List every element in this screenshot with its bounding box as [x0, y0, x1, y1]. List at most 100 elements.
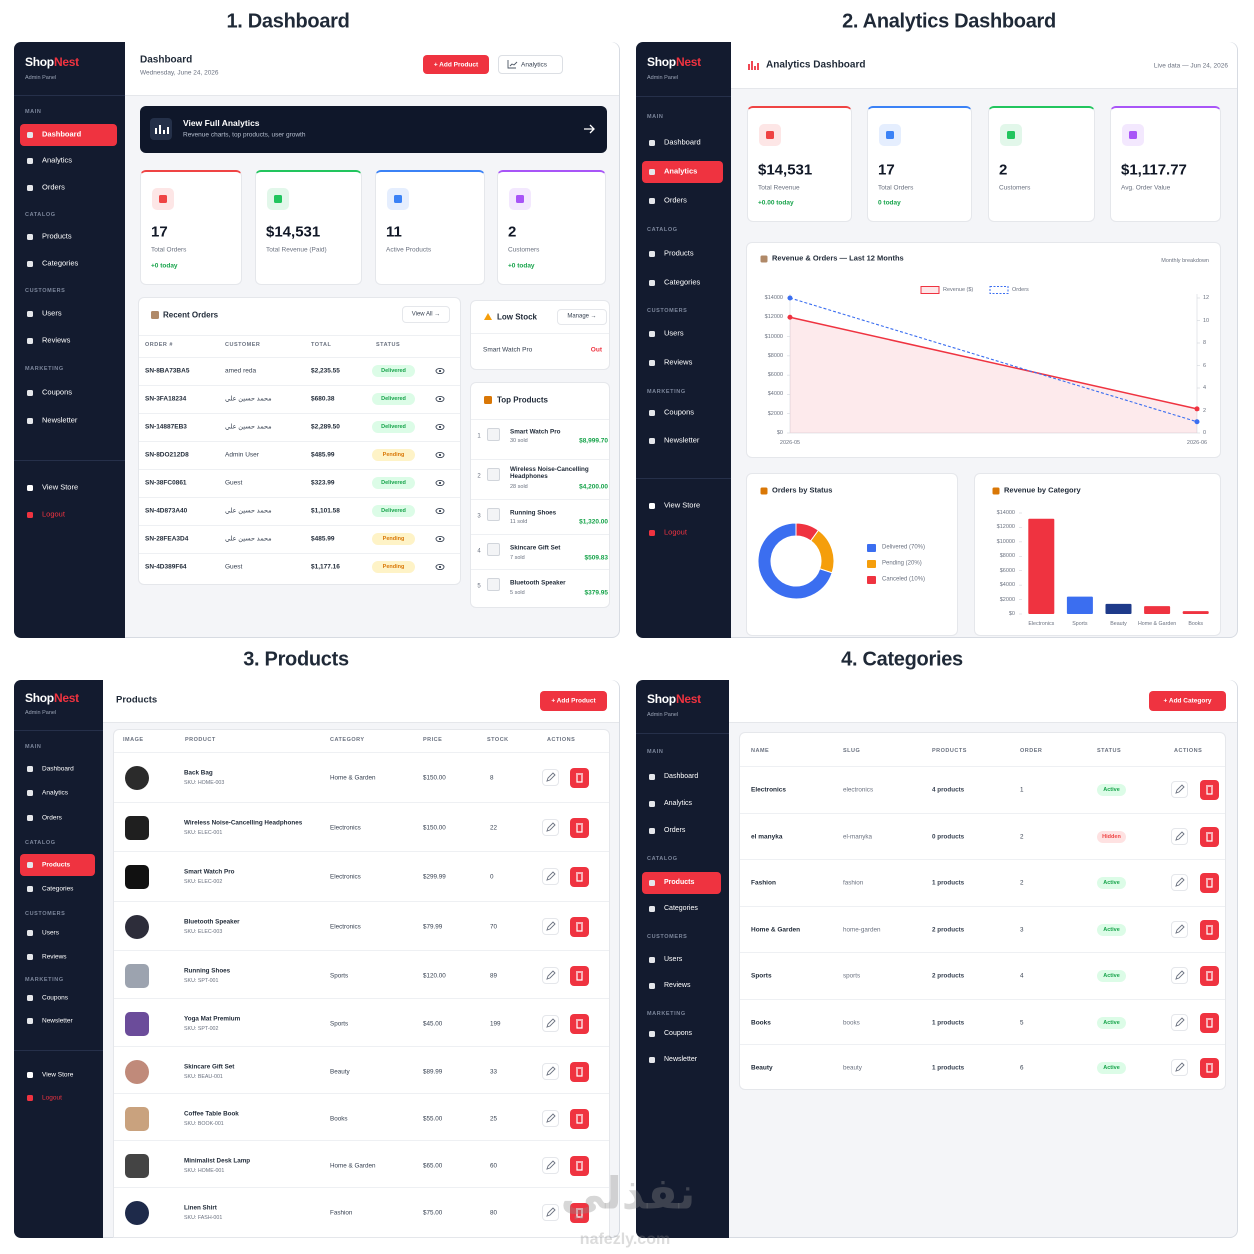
edit-button[interactable] [542, 868, 559, 885]
add-product-button[interactable] [423, 55, 489, 74]
brand-subtitle: Admin Panel [647, 711, 679, 718]
edit-button[interactable] [1171, 1014, 1188, 1031]
edit-button[interactable] [1171, 781, 1188, 798]
edit-button[interactable] [542, 819, 559, 836]
nav-item[interactable]: Products [42, 861, 71, 869]
delete-button[interactable] [1200, 780, 1219, 800]
nav-item[interactable]: Categories [42, 258, 79, 268]
nav-item[interactable]: Coupons [664, 407, 695, 417]
nav-item[interactable]: Dashboard [42, 129, 82, 139]
view-all-button[interactable] [402, 306, 450, 323]
edit-button[interactable] [542, 1157, 559, 1174]
delete-button[interactable] [570, 867, 589, 887]
nav-item[interactable]: Newsletter [42, 415, 78, 425]
delete-button[interactable] [570, 1014, 589, 1034]
sidebar-divider [14, 460, 125, 461]
nav-item[interactable]: Coupons [664, 1029, 693, 1037]
nav-item[interactable]: Analytics [42, 155, 73, 165]
nav-item[interactable]: Categories [42, 885, 74, 893]
analytics-banner[interactable] [140, 106, 607, 153]
edit-button[interactable] [1171, 828, 1188, 845]
analytics-button[interactable] [498, 55, 563, 74]
nav-item[interactable]: Users [42, 308, 62, 318]
nav-item[interactable]: Orders [664, 826, 686, 834]
stat-card [747, 106, 852, 222]
nav-item[interactable]: Coupons [42, 994, 69, 1002]
nav-item[interactable]: Reviews [664, 981, 691, 989]
delete-button[interactable] [1200, 873, 1219, 893]
product-price: $79.99 [423, 923, 443, 931]
nav-item[interactable]: Dashboard [42, 765, 74, 773]
edit-button[interactable] [542, 967, 559, 984]
link-label[interactable]: Manage → [567, 313, 597, 320]
delete-button[interactable] [570, 966, 589, 986]
manage-button[interactable] [557, 309, 607, 325]
nav-item[interactable]: Analytics [664, 799, 693, 807]
edit-button[interactable] [542, 1110, 559, 1127]
add-product-button[interactable] [540, 691, 607, 711]
category-name: Home & Garden [751, 926, 801, 934]
nav-footer-item[interactable]: View Store [42, 1071, 74, 1079]
nav-item[interactable]: Dashboard [664, 137, 701, 147]
nav-item[interactable]: Products [664, 248, 694, 258]
edit-button[interactable] [542, 1204, 559, 1221]
button-label[interactable]: + Add Product [551, 697, 596, 705]
nav-item[interactable]: Newsletter [664, 1055, 698, 1063]
button-label[interactable]: + Add Category [1163, 697, 1212, 705]
edit-button[interactable] [542, 1015, 559, 1032]
panel-caption: 3. Products [243, 648, 349, 671]
edit-button[interactable] [1171, 1059, 1188, 1076]
nav-item[interactable]: Orders [42, 814, 62, 822]
nav-item[interactable]: Reviews [42, 335, 71, 345]
nav-item[interactable]: Analytics [42, 789, 69, 797]
nav-item[interactable]: Categories [664, 904, 698, 912]
edit-button[interactable] [542, 918, 559, 935]
delete-button[interactable] [1200, 827, 1219, 847]
edit-button[interactable] [542, 769, 559, 786]
nav-item[interactable]: Products [42, 231, 72, 241]
delete-button[interactable] [1200, 1058, 1219, 1078]
brand-shop: Shop [25, 691, 54, 706]
nav-footer-item[interactable]: Logout [42, 1094, 62, 1102]
nav-item[interactable]: Reviews [664, 357, 693, 367]
product-image [125, 964, 149, 988]
delete-button[interactable] [1200, 1013, 1219, 1033]
nav-item[interactable]: Newsletter [42, 1017, 73, 1025]
button-label[interactable]: + Add Product [433, 60, 479, 68]
nav-footer-item[interactable]: View Store [664, 500, 701, 510]
nav-footer-item[interactable]: Logout [664, 527, 687, 537]
edit-button[interactable] [1171, 967, 1188, 984]
product-name: Bluetooth Speaker [184, 918, 240, 926]
nav-item[interactable]: Dashboard [664, 772, 699, 780]
nav-section-label: CATALOG [647, 855, 678, 862]
product-stock: 80 [490, 1209, 498, 1217]
add-category-button[interactable] [1149, 691, 1226, 711]
nav-item[interactable]: Reviews [42, 953, 67, 961]
button-label[interactable]: Analytics [521, 60, 548, 68]
nav-item[interactable]: Analytics [664, 166, 698, 176]
nav-item[interactable]: Orders [664, 195, 687, 205]
delete-button[interactable] [570, 768, 589, 788]
delete-button[interactable] [1200, 966, 1219, 986]
nav-item[interactable]: Users [42, 929, 59, 937]
category-products: 2 products [932, 972, 965, 980]
nav-item[interactable]: Categories [664, 277, 701, 287]
edit-button[interactable] [542, 1063, 559, 1080]
delete-button[interactable] [1200, 920, 1219, 940]
nav-item[interactable]: Newsletter [664, 435, 700, 445]
nav-item[interactable]: Users [664, 328, 684, 338]
table-divider [139, 335, 460, 336]
edit-button[interactable] [1171, 921, 1188, 938]
nav-item[interactable]: Users [664, 955, 683, 963]
delete-button[interactable] [570, 917, 589, 937]
nav-item[interactable]: Coupons [42, 387, 73, 397]
nav-item[interactable]: Products [664, 878, 695, 886]
nav-footer-item[interactable]: Logout [42, 509, 65, 519]
delete-button[interactable] [570, 1109, 589, 1129]
delete-button[interactable] [570, 818, 589, 838]
nav-footer-item[interactable]: View Store [42, 482, 79, 492]
nav-item[interactable]: Orders [42, 182, 65, 192]
edit-button[interactable] [1171, 874, 1188, 891]
delete-button[interactable] [570, 1062, 589, 1082]
link-label[interactable]: View All → [411, 311, 441, 318]
